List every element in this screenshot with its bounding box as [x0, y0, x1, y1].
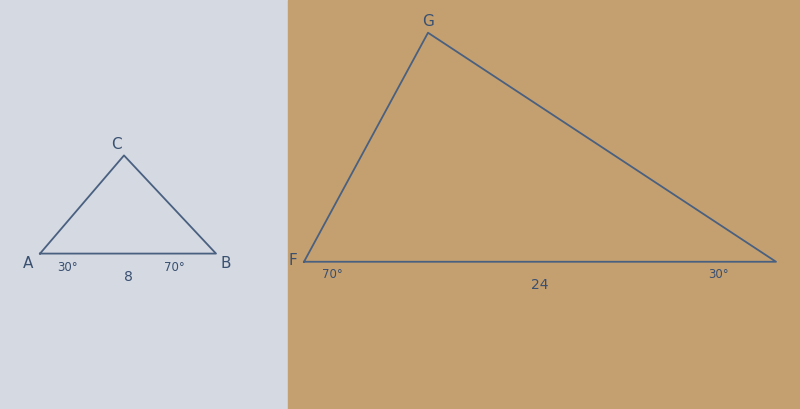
Text: 70°: 70°: [164, 261, 185, 274]
Text: B: B: [220, 256, 231, 271]
Text: A: A: [22, 256, 33, 271]
Text: 24: 24: [531, 278, 549, 292]
Text: 8: 8: [123, 270, 133, 284]
Text: G: G: [422, 14, 434, 29]
Text: C: C: [111, 137, 122, 152]
Text: F: F: [288, 253, 297, 268]
Text: 70°: 70°: [322, 268, 342, 281]
Text: 30°: 30°: [58, 261, 78, 274]
Text: 30°: 30°: [708, 268, 729, 281]
Bar: [288, 0, 800, 409]
